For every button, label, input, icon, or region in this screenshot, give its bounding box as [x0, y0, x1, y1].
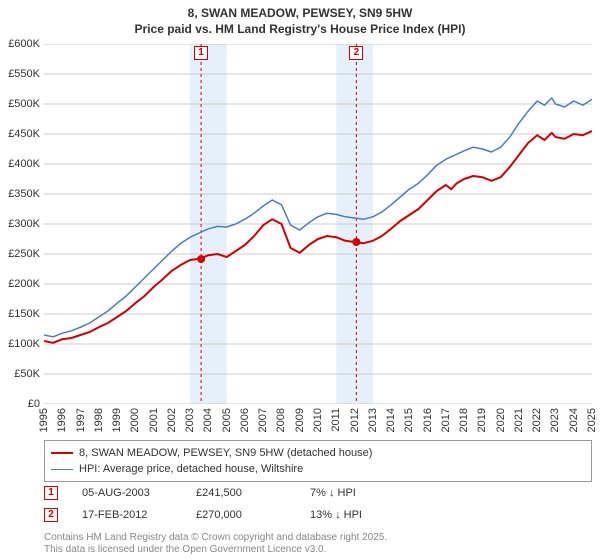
- y-tick-label: £300K: [8, 218, 40, 230]
- x-tick-label: 2009: [294, 408, 306, 432]
- legend-label-1: 8, SWAN MEADOW, PEWSEY, SN9 5HW (detache…: [79, 447, 372, 459]
- annotation-date-1: 05-AUG-2003: [82, 487, 172, 499]
- title-line-1: 8, SWAN MEADOW, PEWSEY, SN9 5HW: [0, 6, 600, 22]
- legend-swatch-1: [51, 452, 73, 454]
- x-tick-label: 2016: [422, 408, 434, 432]
- x-tick-label: 2007: [257, 408, 269, 432]
- x-tick-label: 2025: [586, 408, 598, 432]
- annotation-date-2: 17-FEB-2012: [82, 509, 172, 521]
- y-tick-label: £500K: [8, 98, 40, 110]
- chart-title-block: 8, SWAN MEADOW, PEWSEY, SN9 5HW Price pa…: [0, 0, 600, 37]
- x-tick-label: 2012: [349, 408, 361, 432]
- chart-marker-1: 1: [194, 46, 208, 60]
- annotation-marker-1: 1: [44, 486, 58, 500]
- y-tick-label: £550K: [8, 68, 40, 80]
- annotation-table: 1 05-AUG-2003 £241,500 7% ↓ HPI 2 17-FEB…: [44, 482, 592, 526]
- x-tick-label: 2020: [495, 408, 507, 432]
- annotation-marker-2: 2: [44, 508, 58, 522]
- x-tick-label: 2006: [239, 408, 251, 432]
- y-tick-label: £250K: [8, 248, 40, 260]
- x-tick-label: 2004: [202, 408, 214, 432]
- chart-area: £0£50K£100K£150K£200K£250K£300K£350K£400…: [44, 44, 592, 404]
- x-tick-label: 2014: [385, 408, 397, 432]
- y-tick-label: £400K: [8, 158, 40, 170]
- x-tick-label: 2017: [440, 408, 452, 432]
- x-tick-label: 2011: [330, 408, 342, 432]
- x-tick-label: 2003: [184, 408, 196, 432]
- x-tick-label: 1998: [93, 408, 105, 432]
- footer-line-2: This data is licensed under the Open Gov…: [44, 544, 387, 556]
- y-tick-label: £100K: [8, 338, 40, 350]
- x-tick-label: 2018: [458, 408, 470, 432]
- legend-row-1: 8, SWAN MEADOW, PEWSEY, SN9 5HW (detache…: [51, 445, 585, 461]
- x-tick-label: 2023: [549, 408, 561, 432]
- legend-label-2: HPI: Average price, detached house, Wilt…: [79, 463, 303, 475]
- x-tick-label: 2008: [275, 408, 287, 432]
- chart-marker-2: 2: [349, 46, 363, 60]
- y-tick-label: £450K: [8, 128, 40, 140]
- x-tick-label: 2002: [166, 408, 178, 432]
- x-tick-label: 1995: [38, 408, 50, 432]
- x-tick-label: 1999: [111, 408, 123, 432]
- chart-svg: [44, 44, 592, 404]
- footer-attribution: Contains HM Land Registry data © Crown c…: [44, 532, 387, 556]
- footer-line-1: Contains HM Land Registry data © Crown c…: [44, 532, 387, 544]
- annotation-row-2: 2 17-FEB-2012 £270,000 13% ↓ HPI: [44, 504, 592, 526]
- x-tick-label: 2024: [568, 408, 580, 432]
- x-tick-label: 1997: [75, 408, 87, 432]
- y-tick-label: £50K: [14, 368, 40, 380]
- annotation-price-1: £241,500: [196, 487, 286, 499]
- x-tick-label: 2010: [312, 408, 324, 432]
- x-tick-label: 2005: [221, 408, 233, 432]
- x-tick-label: 2021: [513, 408, 525, 432]
- x-tick-label: 2022: [531, 408, 543, 432]
- y-tick-label: £150K: [8, 308, 40, 320]
- x-tick-label: 2019: [476, 408, 488, 432]
- x-tick-label: 2013: [367, 408, 379, 432]
- x-tick-label: 2015: [403, 408, 415, 432]
- y-tick-label: £200K: [8, 278, 40, 290]
- x-tick-label: 1996: [56, 408, 68, 432]
- annotation-delta-2: 13% ↓ HPI: [310, 509, 400, 521]
- x-tick-label: 2001: [148, 408, 160, 432]
- title-line-2: Price paid vs. HM Land Registry's House …: [0, 22, 600, 38]
- annotation-row-1: 1 05-AUG-2003 £241,500 7% ↓ HPI: [44, 482, 592, 504]
- annotation-delta-1: 7% ↓ HPI: [310, 487, 400, 499]
- x-tick-label: 2000: [129, 408, 141, 432]
- legend-box: 8, SWAN MEADOW, PEWSEY, SN9 5HW (detache…: [44, 440, 592, 482]
- y-tick-label: £600K: [8, 38, 40, 50]
- legend-row-2: HPI: Average price, detached house, Wilt…: [51, 461, 585, 477]
- legend-swatch-2: [51, 469, 73, 470]
- y-tick-label: £350K: [8, 188, 40, 200]
- annotation-price-2: £270,000: [196, 509, 286, 521]
